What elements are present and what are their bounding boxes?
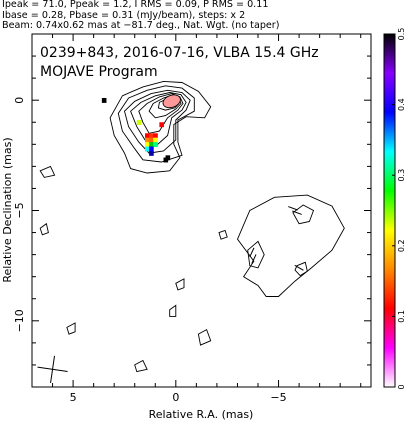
colorbar-tick-label: 0.2: [397, 239, 406, 252]
colorbar-tick-label: 0.1: [397, 310, 406, 323]
polarization-pixel-17: [101, 97, 107, 103]
contour-4: [130, 92, 187, 148]
polarization-layer: [101, 97, 171, 163]
polarization-pixel-3: [153, 133, 158, 139]
y-axis-label: Relative Declination (mas): [1, 137, 14, 282]
header-line-3: Beam: 0.74x0.62 mas at −81.7 deg., Nat. …: [2, 20, 280, 32]
beam-layer: [37, 355, 68, 383]
core-peak: [162, 94, 181, 109]
contour-1: [109, 80, 212, 174]
y-tick-label: −5: [13, 202, 26, 218]
evpa-tick-2: [292, 210, 302, 215]
polarization-pixel-11: [149, 146, 154, 152]
contour-16: [175, 278, 185, 291]
evpa-tick-3: [249, 247, 255, 258]
colorbar-tick-label: 0: [397, 384, 406, 389]
evpa-tick-4: [251, 254, 257, 264]
colorbar-tick-label: 0.5: [397, 28, 406, 41]
contour-3: [123, 89, 191, 154]
x-tick-label: −5: [270, 391, 286, 404]
contour-18: [197, 328, 212, 346]
colorbar-tick-label: 0.4: [397, 98, 406, 111]
header: Ipeak = 71.0, Ppeak = 1.2, I RMS = 0.09,…: [2, 0, 407, 32]
contour-5: [138, 93, 184, 134]
colorbar: [383, 33, 396, 388]
x-axis-label: Relative R.A. (mas): [149, 408, 254, 421]
y-tick-label: −10: [13, 309, 26, 332]
chart-subtitle: MOJAVE Program: [40, 64, 158, 80]
polarization-pixel-9: [153, 142, 158, 148]
x-tick-label: 0: [172, 391, 179, 404]
chart-title: 0239+843, 2016-07-16, VLBA 15.4 GHz: [40, 45, 319, 61]
polarization-pixel-8: [149, 142, 154, 148]
polarization-pixel-5: [149, 137, 154, 143]
polarization-pixel-14: [159, 122, 164, 128]
polarization-pixel-12: [149, 150, 154, 156]
contour-17: [169, 304, 177, 317]
polarization-pixel-13: [136, 120, 142, 125]
polarization-pixel-1: [145, 133, 150, 139]
contour-13: [39, 222, 49, 236]
header-line-2: Ibase = 0.28, Pbase = 0.31 (mJy/beam), s…: [2, 9, 246, 21]
polarization-pixel-6: [153, 137, 158, 143]
colorbar-tick-label: 0.3: [397, 169, 406, 182]
polarization-pixel-10: [145, 146, 150, 152]
contour-2: [117, 85, 195, 163]
contour-9: [292, 204, 315, 225]
contour-11: [294, 261, 308, 277]
x-tick-label: 5: [70, 391, 77, 404]
evpa-tick-5: [294, 264, 304, 271]
contours-layer: [39, 80, 345, 373]
header-line-1: Ipeak = 71.0, Ppeak = 1.2, I RMS = 0.09,…: [2, 0, 269, 10]
polarization-pixel-4: [145, 137, 150, 143]
contour-19: [134, 359, 148, 373]
beam-minor-axis: [50, 355, 56, 383]
colorbar-ticks: 0 0.1 0.2 0.3 0.4 0.5: [392, 28, 406, 390]
polarization-pixel-16: [165, 155, 171, 161]
y-tick-label: 0: [13, 97, 26, 104]
plot-frame: [31, 33, 372, 388]
evpa-layer: [249, 206, 304, 271]
contour-10: [247, 240, 265, 269]
polarization-pixel-2: [149, 133, 154, 139]
contour-12: [39, 165, 56, 178]
axes-layer: 5 0 −5 0 −5 −10: [13, 33, 371, 404]
evpa-tick-1: [288, 206, 298, 211]
polarization-pixel-7: [145, 142, 150, 148]
contour-15: [218, 229, 228, 240]
contour-14: [66, 322, 76, 335]
